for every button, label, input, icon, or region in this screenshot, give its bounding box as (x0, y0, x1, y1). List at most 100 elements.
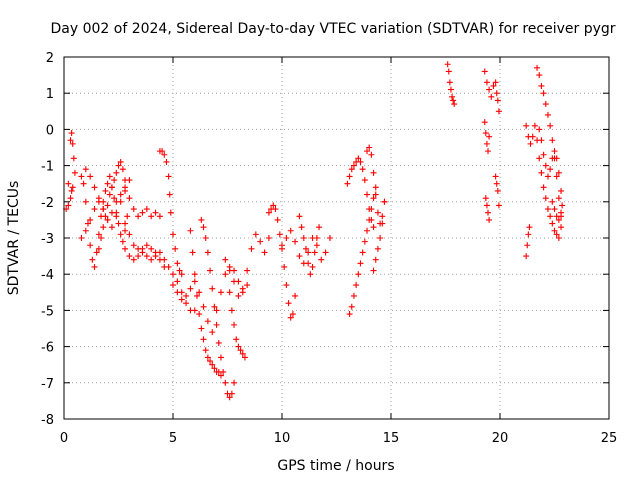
data-point (350, 292, 357, 299)
data-point (104, 202, 111, 209)
data-point (524, 242, 531, 249)
data-point (183, 300, 190, 307)
data-point (379, 213, 386, 220)
data-point (257, 238, 264, 245)
data-point (113, 169, 120, 176)
y-axis-label: SDTVAR / TECUs (6, 181, 22, 296)
y-tick-label: 2 (46, 51, 54, 66)
data-point (91, 206, 98, 213)
data-point (311, 249, 318, 256)
data-point (553, 213, 560, 220)
data-point (87, 173, 94, 180)
data-point (93, 249, 100, 256)
data-point (163, 158, 170, 165)
data-point (106, 191, 113, 198)
data-point (361, 238, 368, 245)
data-point (193, 292, 200, 299)
data-point (492, 79, 499, 86)
data-point (292, 292, 299, 299)
data-point (355, 271, 362, 278)
data-point (170, 271, 176, 278)
data-point (98, 235, 105, 241)
data-point (82, 227, 89, 234)
data-point (202, 235, 209, 241)
data-point (135, 213, 142, 220)
data-point (495, 202, 502, 209)
data-point (148, 245, 155, 252)
data-point (379, 220, 386, 227)
data-point (549, 137, 556, 144)
data-point (156, 213, 163, 220)
data-point (481, 119, 488, 126)
series-s31 (523, 224, 533, 260)
data-point (231, 278, 238, 285)
data-point (300, 235, 307, 241)
data-point (364, 227, 371, 234)
y-tick-label: -7 (41, 377, 54, 392)
series-s10 (170, 263, 251, 336)
data-point (283, 235, 290, 241)
data-point (122, 177, 129, 184)
data-point (313, 242, 320, 249)
data-point (244, 282, 251, 289)
data-point (536, 155, 543, 162)
data-point (544, 206, 551, 213)
data-point (368, 206, 375, 213)
data-point (536, 72, 543, 79)
data-point (108, 224, 115, 231)
data-point (549, 198, 556, 205)
data-point (357, 260, 364, 267)
data-point (95, 231, 102, 238)
data-point (198, 325, 205, 332)
data-point (70, 155, 77, 162)
data-point (559, 202, 566, 209)
data-point (322, 249, 329, 256)
data-point (228, 390, 235, 397)
data-point (261, 249, 268, 256)
data-point (265, 235, 272, 241)
data-point (377, 235, 384, 241)
data-point (372, 184, 379, 191)
data-point (494, 187, 501, 194)
data-point (204, 354, 211, 361)
data-point (235, 343, 242, 350)
data-point (126, 253, 133, 260)
data-point (161, 151, 168, 158)
data-point (316, 224, 323, 231)
data-point (156, 256, 163, 263)
y-tick-label: -4 (41, 268, 54, 283)
data-point (108, 184, 115, 191)
series-s27 (492, 173, 502, 209)
data-point (381, 198, 388, 205)
data-point (248, 245, 255, 252)
x-tick-labels: 0 5 10 15 20 25 (60, 431, 617, 446)
data-point (555, 195, 562, 202)
data-point (65, 180, 72, 187)
data-point (82, 198, 89, 205)
data-point (91, 263, 98, 270)
data-point (272, 206, 279, 213)
data-point (119, 238, 126, 245)
data-point (191, 307, 198, 314)
data-point (126, 231, 133, 238)
data-point (152, 209, 159, 216)
data-point (313, 235, 320, 241)
data-point (538, 169, 545, 176)
data-point (531, 122, 538, 129)
data-point (492, 173, 499, 180)
data-point (483, 202, 490, 209)
data-point (191, 271, 198, 278)
data-point (374, 245, 381, 252)
data-point (159, 148, 166, 155)
data-point (211, 303, 218, 310)
data-point (139, 209, 146, 216)
data-point (91, 184, 98, 191)
data-point (222, 271, 229, 278)
data-point (167, 209, 174, 216)
series-s3 (78, 173, 131, 270)
series-s9 (156, 148, 185, 278)
y-tick-labels: 2 1 0 -1 -2 -3 -4 -5 -6 -7 -8 (41, 51, 54, 428)
data-point (176, 267, 183, 274)
data-point (370, 267, 377, 274)
